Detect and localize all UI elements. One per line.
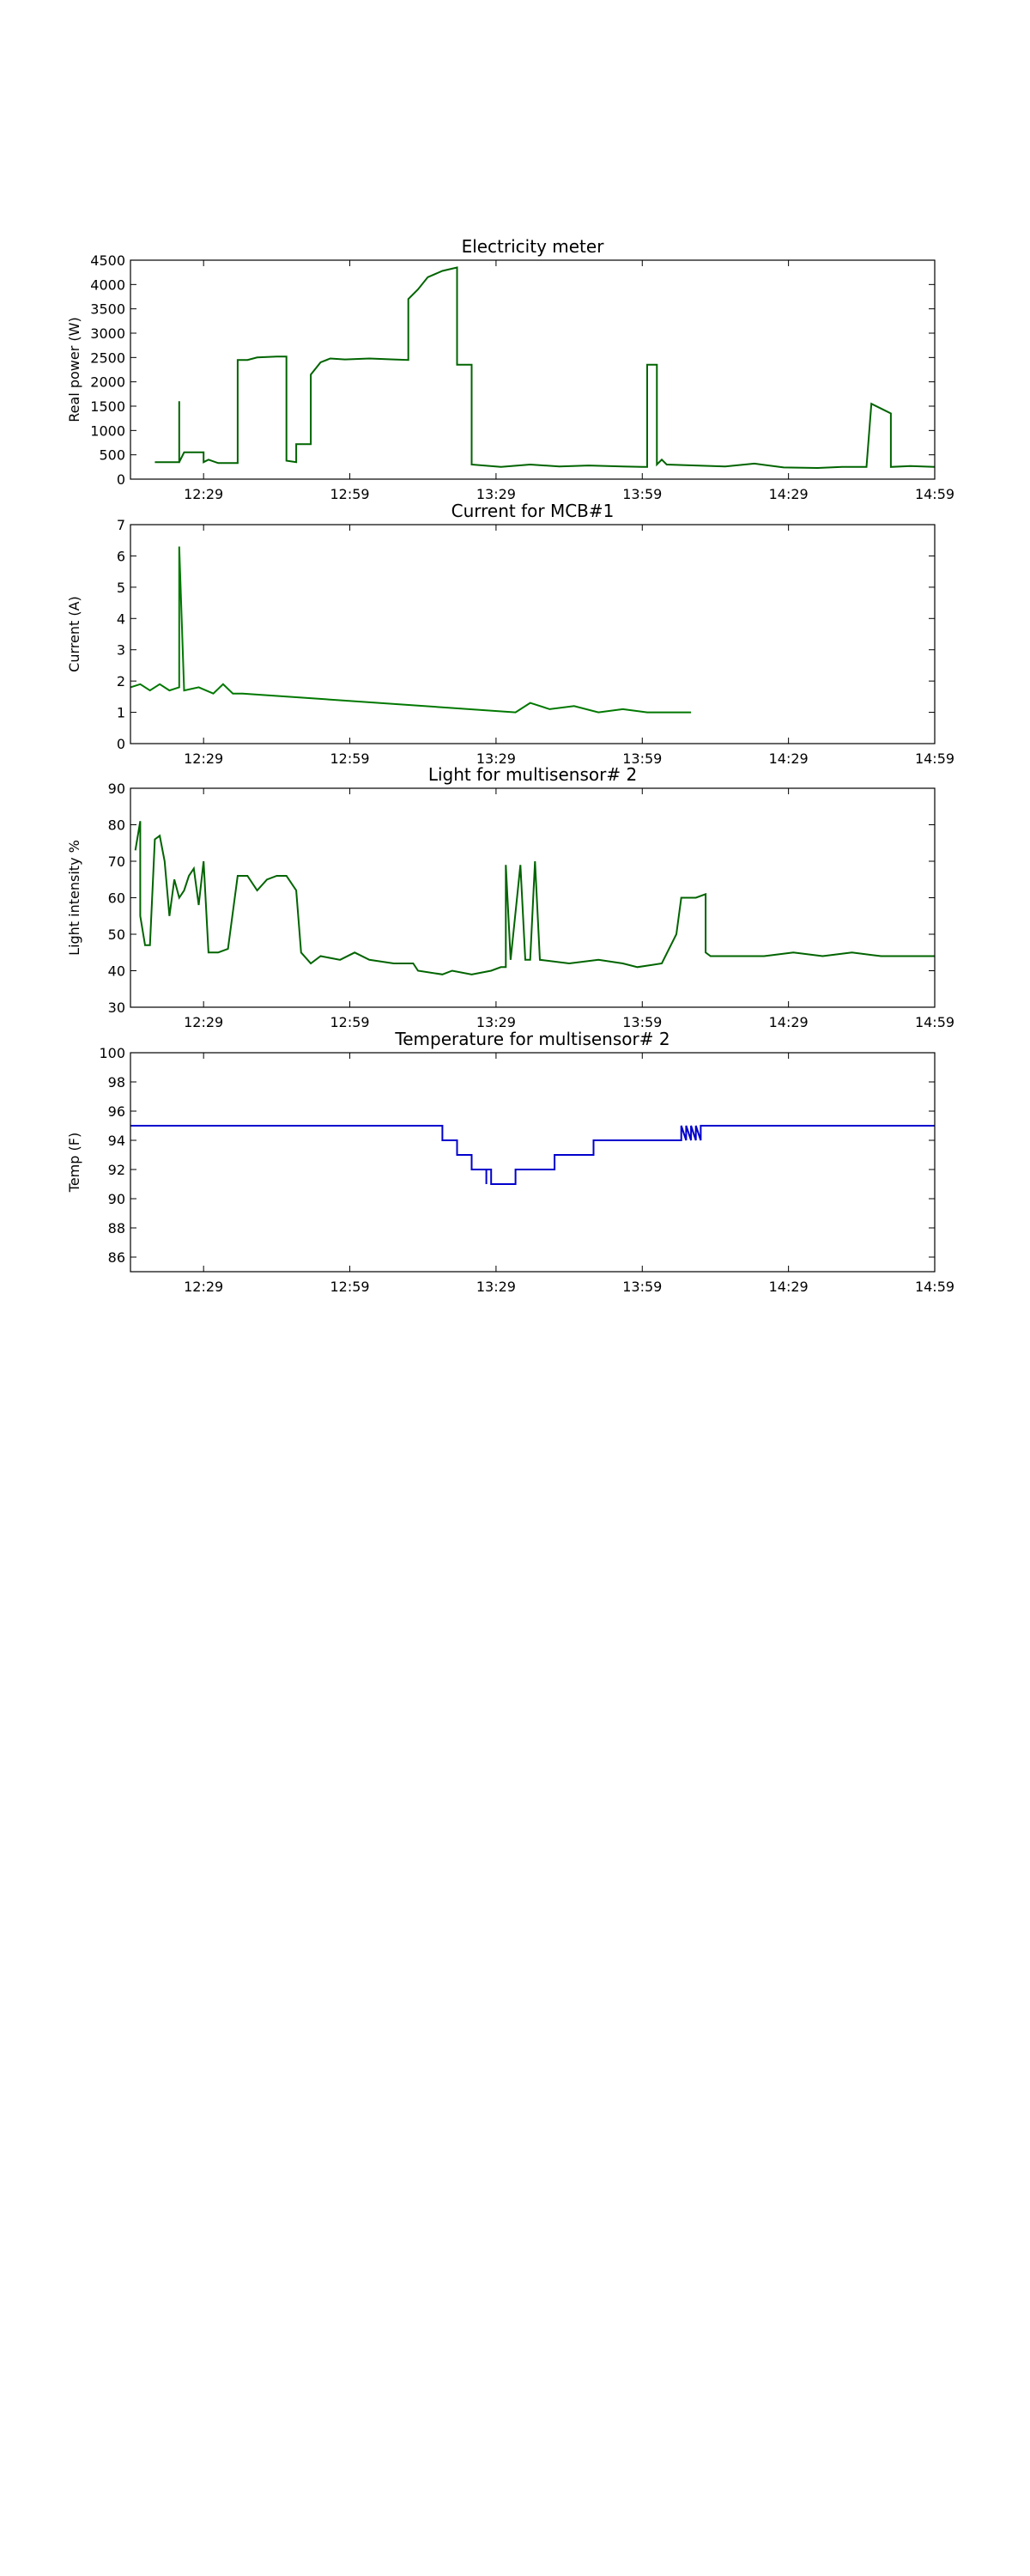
y-tick-label: 500	[99, 447, 125, 464]
y-tick-label: 100	[99, 1045, 125, 1061]
y-tick-label: 0	[117, 471, 125, 488]
x-tick-label: 13:59	[622, 1279, 662, 1295]
x-tick-label: 13:59	[622, 486, 662, 502]
y-tick-label: 40	[108, 963, 125, 980]
y-tick-label: 4000	[90, 276, 125, 293]
x-tick-label: 12:29	[184, 750, 223, 767]
x-tick-label: 14:29	[769, 1279, 809, 1295]
chart-electricity-meter: Electricity meter Real power (W) 12:29 12:5…	[66, 236, 954, 502]
plot-frame	[130, 259, 936, 480]
x-tick-label: 12:29	[184, 1014, 223, 1030]
x-tick-label: 14:59	[915, 1014, 954, 1030]
y-tick-label: 4500	[90, 252, 125, 269]
y-tick-label: 80	[108, 817, 125, 834]
series-line	[154, 266, 936, 470]
plot-frame	[130, 524, 936, 744]
x-tick-label: 13:29	[476, 1014, 516, 1030]
chart-title: Light for multisensor# 2	[428, 764, 637, 785]
y-tick-label: 98	[108, 1074, 125, 1091]
y-tick-label: 1000	[90, 422, 125, 439]
x-tick-label: 12:59	[330, 486, 369, 502]
y-tick-label: 50	[108, 927, 125, 943]
y-tick-label: 7	[117, 517, 125, 533]
y-tick-label: 70	[108, 854, 125, 870]
x-tick-label: 14:29	[769, 1014, 809, 1030]
y-tick-label: 2000	[90, 374, 125, 391]
plot-frame	[130, 1052, 936, 1273]
y-tick-label: 86	[108, 1249, 125, 1266]
x-tick-label: 13:29	[476, 750, 516, 767]
x-tick-label: 13:59	[622, 750, 662, 767]
y-tick-label: 2500	[90, 349, 125, 366]
x-tick-label: 14:59	[915, 1279, 954, 1295]
x-tick-label: 13:29	[476, 1279, 516, 1295]
y-tick-label: 96	[108, 1103, 125, 1120]
y-tick-label: 1500	[90, 398, 125, 415]
chart-temperature-multisensor-2: Temperature for multisensor# 2 Temp (F) 12…	[66, 1029, 954, 1295]
y-axis-label: Real power (W)	[66, 317, 82, 422]
y-tick-label: 3	[117, 642, 125, 659]
x-tick-label: 13:59	[622, 1014, 662, 1030]
x-tick-label: 13:29	[476, 486, 516, 502]
x-tick-label: 14:29	[769, 486, 809, 502]
x-tick-label: 12:59	[330, 750, 369, 767]
y-tick-label: 3000	[90, 325, 125, 342]
y-axis-label: Temp (F)	[66, 1133, 82, 1193]
y-tick-label: 2	[117, 673, 125, 690]
y-tick-label: 94	[108, 1133, 125, 1149]
y-tick-label: 5	[117, 580, 125, 596]
x-tick-label: 12:59	[330, 1279, 369, 1295]
y-tick-label: 90	[108, 781, 125, 797]
x-tick-label: 12:29	[184, 1279, 223, 1295]
y-tick-label: 6	[117, 548, 125, 564]
series-line	[134, 821, 935, 975]
y-tick-label: 0	[117, 736, 125, 752]
y-axis-label: Current (A)	[66, 596, 82, 672]
y-tick-label: 1	[117, 705, 125, 721]
x-tick-label: 14:59	[915, 750, 954, 767]
x-tick-label: 12:59	[330, 1014, 369, 1030]
x-tick-label: 14:59	[915, 486, 954, 502]
chart-title: Temperature for multisensor# 2	[394, 1029, 670, 1049]
y-tick-label: 92	[108, 1162, 125, 1178]
series-line	[130, 546, 692, 714]
chart-light-multisensor-2: Light for multisensor# 2 Light intensity …	[66, 764, 954, 1030]
chart-title: Electricity meter	[462, 236, 605, 257]
chart-title: Current for MCB#1	[451, 501, 615, 521]
y-tick-label: 30	[108, 999, 125, 1016]
x-tick-label: 14:29	[769, 750, 809, 767]
y-axis-label: Light intensity %	[66, 840, 82, 956]
y-tick-label: 60	[108, 890, 125, 907]
x-tick-label: 12:29	[184, 486, 223, 502]
y-tick-label: 88	[108, 1220, 125, 1236]
y-tick-label: 90	[108, 1191, 125, 1207]
series-line	[130, 1125, 935, 1185]
y-tick-label: 4	[117, 611, 125, 627]
y-tick-label: 3500	[90, 301, 125, 318]
